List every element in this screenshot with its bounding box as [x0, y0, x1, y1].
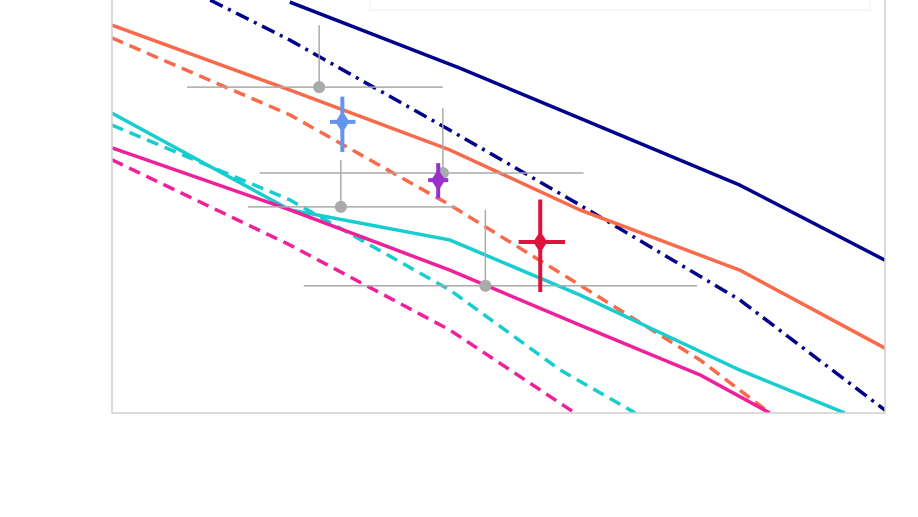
series-line — [209, 0, 885, 412]
axes-frame — [111, 0, 886, 414]
series-line — [112, 23, 885, 350]
series-line — [112, 123, 637, 413]
point-marker — [431, 169, 446, 192]
point-marker — [334, 200, 347, 213]
series-line — [112, 111, 846, 413]
series-line — [112, 36, 771, 413]
point-marker — [313, 81, 326, 94]
legend-box — [369, 0, 871, 11]
series-line — [112, 146, 771, 413]
point-marker — [479, 279, 492, 292]
point-marker — [533, 231, 548, 254]
series-line — [112, 158, 576, 413]
point-marker — [335, 110, 350, 133]
series-line — [289, 0, 885, 262]
plot-area — [112, 0, 885, 413]
